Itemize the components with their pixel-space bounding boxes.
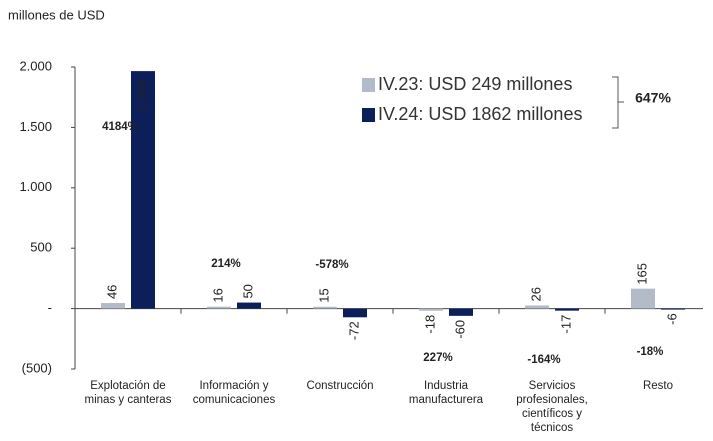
bar xyxy=(343,308,367,318)
legend-swatch xyxy=(362,78,375,92)
y-tick-label: 500 xyxy=(30,240,52,255)
percent-change: 227% xyxy=(423,352,452,364)
legend-swatch xyxy=(362,108,375,122)
bar xyxy=(313,306,337,309)
value-label: 46 xyxy=(104,285,119,299)
bar xyxy=(449,308,473,316)
x-tick-label: Servicios profesionales, científicos y técn… xyxy=(516,380,588,434)
value-label: -6 xyxy=(664,313,679,325)
bar xyxy=(631,288,655,309)
value-label: 50 xyxy=(240,284,255,298)
value-label: -60 xyxy=(452,320,467,339)
percent-change: 4184% xyxy=(102,121,138,133)
percent-change: -578% xyxy=(315,259,348,271)
x-tick-label: Explotación de minas y canteras xyxy=(85,380,172,406)
legend-bracket xyxy=(612,76,624,129)
bar xyxy=(525,305,549,309)
y-tick-label: 2.000 xyxy=(19,58,52,73)
value-label: 1.966 xyxy=(134,79,149,112)
value-label: 15 xyxy=(316,288,331,302)
value-label: -72 xyxy=(346,321,361,340)
y-tick-label: - xyxy=(48,300,52,315)
bar xyxy=(419,308,443,311)
y-tick-label: 1.500 xyxy=(19,119,52,134)
bar xyxy=(131,71,155,309)
x-tick-label: Resto xyxy=(643,380,673,392)
value-label: -18 xyxy=(422,315,437,334)
x-tick-label: Industria manufacturera xyxy=(409,380,484,406)
percent-change: -18% xyxy=(637,346,664,358)
value-label: 16 xyxy=(210,288,225,302)
x-tick-label: Construcción xyxy=(306,380,373,392)
bar xyxy=(555,308,579,311)
bar xyxy=(101,303,125,309)
total-change: 647% xyxy=(635,90,671,106)
percent-change: 214% xyxy=(211,258,240,270)
bar xyxy=(207,306,231,309)
y-tick-label: 1.000 xyxy=(19,179,52,194)
bar xyxy=(237,302,261,309)
value-label: -17 xyxy=(558,315,573,334)
legend-label: IV.24: USD 1862 millones xyxy=(378,104,582,124)
x-tick-label: Información y comunicaciones xyxy=(193,380,276,406)
legend-label: IV.23: USD 249 millones xyxy=(378,74,572,94)
percent-change: -164% xyxy=(527,354,560,366)
y-tick-label: (500) xyxy=(22,360,52,375)
units-label: millones de USD xyxy=(8,7,105,22)
value-label: 165 xyxy=(634,263,649,285)
value-label: 26 xyxy=(528,287,543,301)
bar xyxy=(661,308,685,310)
